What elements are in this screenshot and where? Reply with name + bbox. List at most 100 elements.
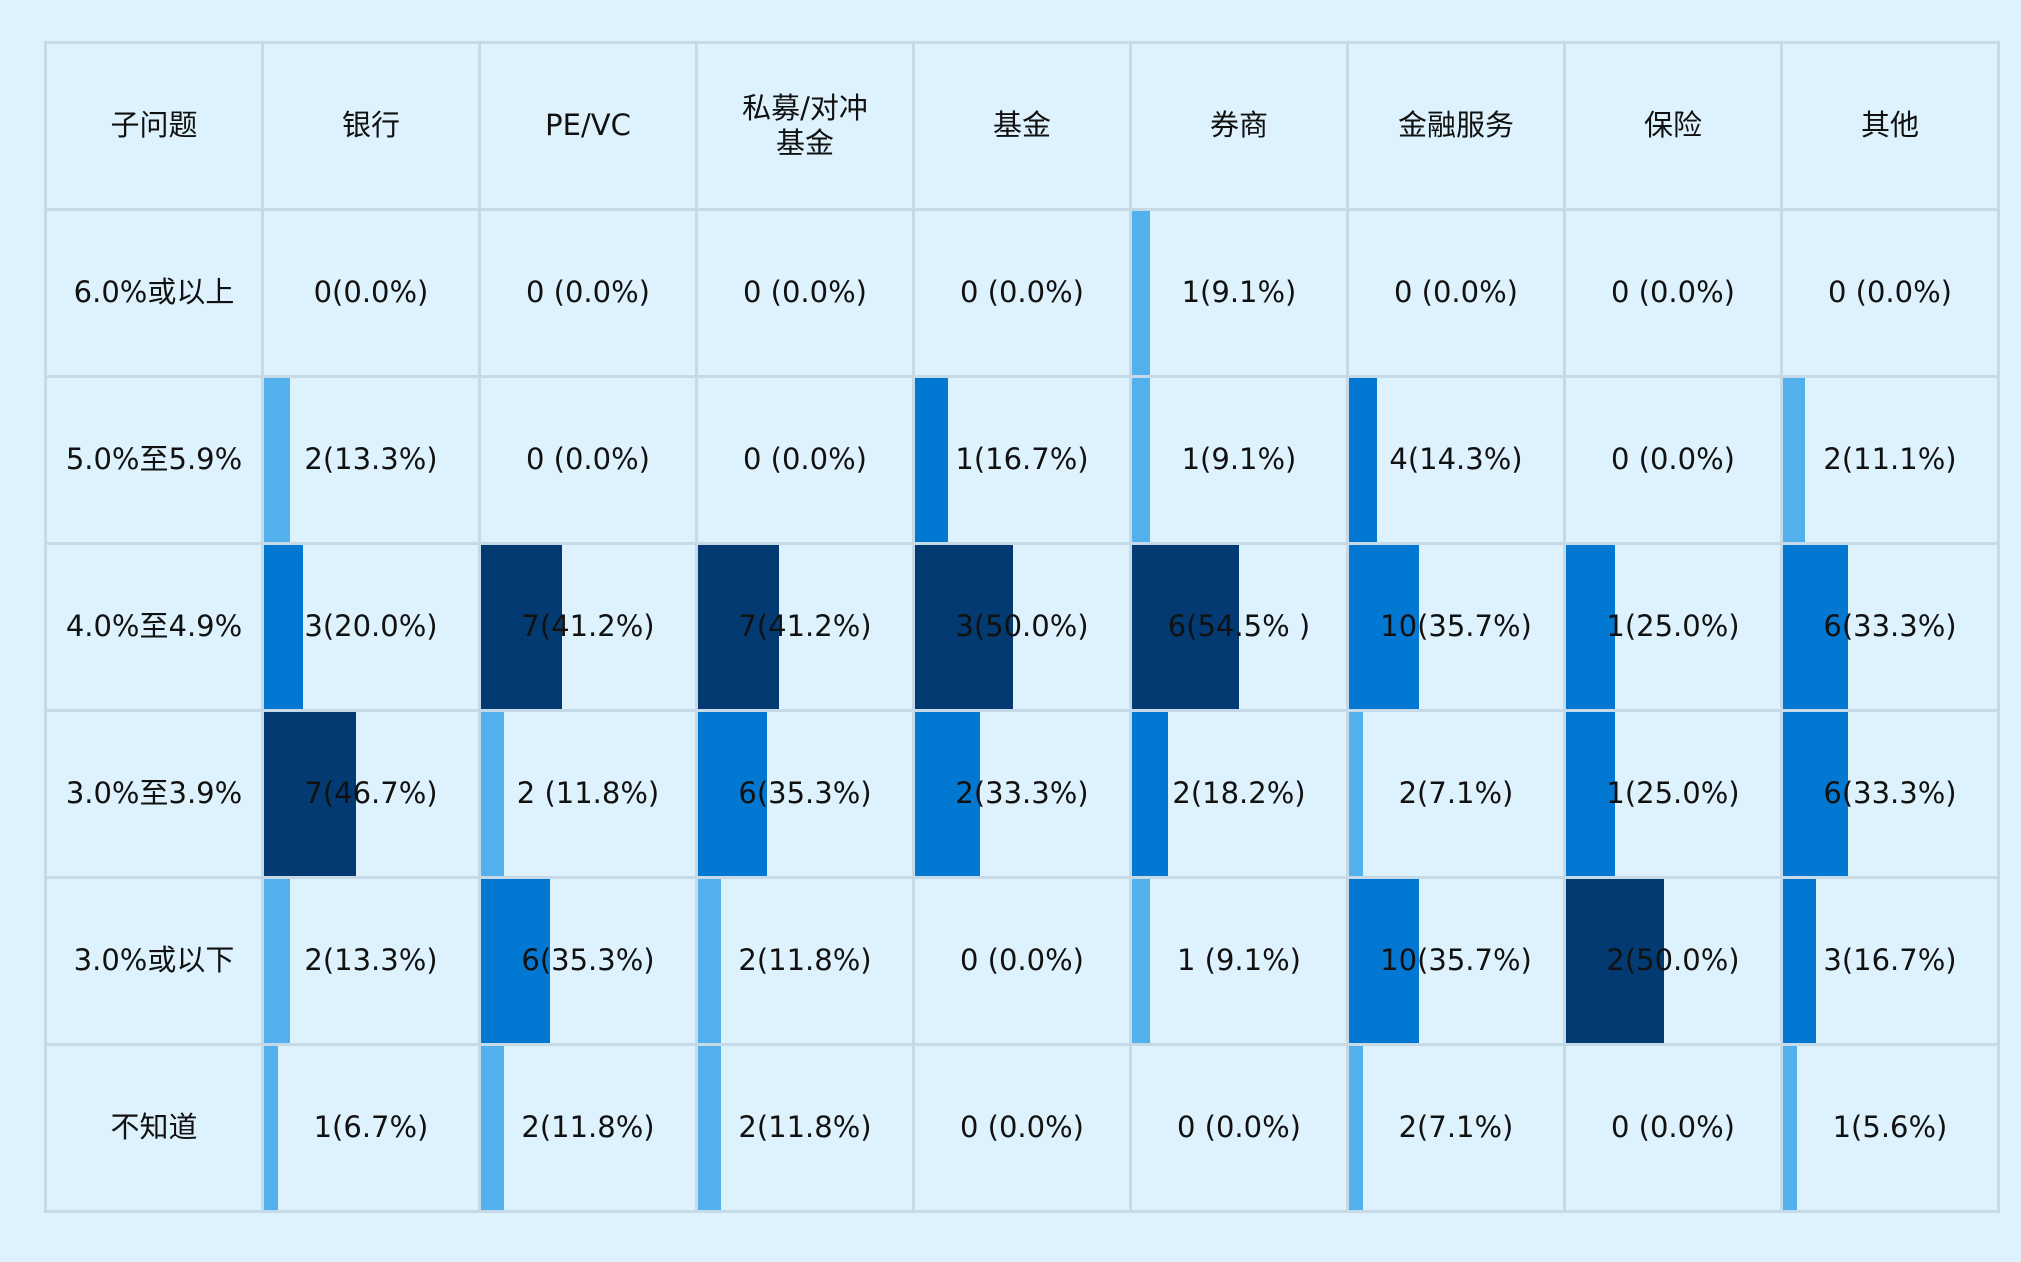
data-bar: [481, 545, 562, 709]
data-table: 子问题 银行 PE/VC 私募/对冲 基金 基金 券商 金融服务 保险 其他 6.0%或以上 0(…: [44, 41, 2000, 1213]
data-bar: [1349, 378, 1377, 542]
data-label: 0 (0.0%): [1394, 275, 1518, 310]
data-label: 6(35.3%): [521, 943, 655, 978]
data-label: 0 (0.0%): [1177, 1110, 1301, 1145]
table-body: 6.0%或以上 0(0.0%) 0 (0.0%) 0 (0.0%) 0 (0.0%) 1(…: [44, 208, 2000, 1213]
data-bar: [1783, 879, 1816, 1043]
data-cell: 0 (0.0%): [1129, 1043, 1349, 1213]
row-label-text: 不知道: [110, 1110, 198, 1145]
header-label: 基金: [992, 108, 1051, 143]
header-column: 券商: [1129, 41, 1349, 211]
data-cell: 0 (0.0%): [1563, 1043, 1783, 1213]
data-cell: 2(50.0%): [1563, 876, 1783, 1046]
data-bar: [264, 545, 303, 709]
data-cell: 2(11.1%): [1780, 375, 2000, 545]
data-bar: [915, 545, 1013, 709]
data-bar: [1783, 1046, 1797, 1210]
data-label: 1(9.1%): [1181, 275, 1297, 310]
data-cell: 7(46.7%): [261, 709, 481, 879]
data-bar: [1349, 879, 1419, 1043]
data-label: 2(13.3%): [304, 943, 438, 978]
data-bar: [1132, 545, 1239, 709]
data-label: 3(16.7%): [1823, 943, 1957, 978]
data-cell: 0 (0.0%): [1780, 208, 2000, 378]
data-bar: [264, 879, 290, 1043]
data-cell: 10(35.7%): [1346, 542, 1566, 712]
data-label: 2(7.1%): [1398, 1110, 1514, 1145]
data-cell: 1(25.0%): [1563, 709, 1783, 879]
data-cell: 2(13.3%): [261, 375, 481, 545]
header-column: 其他: [1780, 41, 2000, 211]
data-cell: 3(16.7%): [1780, 876, 2000, 1046]
data-bar: [1349, 545, 1419, 709]
data-cell: 6(35.3%): [478, 876, 698, 1046]
header-column: PE/VC: [478, 41, 698, 211]
data-cell: 1(9.1%): [1129, 208, 1349, 378]
header-column: 私募/对冲 基金: [695, 41, 915, 211]
data-cell: 0 (0.0%): [912, 1043, 1132, 1213]
data-cell: 2(13.3%): [261, 876, 481, 1046]
data-label: 2(50.0%): [1606, 943, 1740, 978]
data-cell: 2 (11.8%): [478, 709, 698, 879]
data-label: 0 (0.0%): [960, 943, 1084, 978]
header-label: 子问题: [110, 108, 198, 143]
data-cell: 0 (0.0%): [1346, 208, 1566, 378]
table-row: 4.0%至4.9% 3(20.0%) 7(41.2%) 7(41.2%) 3(50.0%…: [44, 542, 2000, 712]
data-label: 7(46.7%): [304, 776, 438, 811]
data-bar: [1566, 712, 1615, 876]
data-label: 6(33.3%): [1823, 609, 1957, 644]
data-bar: [698, 1046, 721, 1210]
data-cell: 0 (0.0%): [695, 208, 915, 378]
data-bar: [915, 712, 980, 876]
data-label: 2(11.8%): [738, 943, 872, 978]
data-label: 1(6.7%): [313, 1110, 429, 1145]
data-label: 1(9.1%): [1181, 442, 1297, 477]
row-label-text: 6.0%或以上: [73, 275, 235, 310]
data-label: 0 (0.0%): [743, 442, 867, 477]
data-bar: [1132, 378, 1150, 542]
data-label: 1(25.0%): [1606, 776, 1740, 811]
data-bar: [1132, 211, 1150, 375]
header-column: 金融服务: [1346, 41, 1566, 211]
data-bar: [698, 545, 779, 709]
data-bar: [1783, 378, 1805, 542]
data-label: 7(41.2%): [738, 609, 872, 644]
table-row: 5.0%至5.9% 2(13.3%) 0 (0.0%) 0 (0.0%) 1(16.7%…: [44, 375, 2000, 545]
data-label: 0 (0.0%): [960, 1110, 1084, 1145]
data-label: 1(16.7%): [955, 442, 1089, 477]
data-label: 0 (0.0%): [743, 275, 867, 310]
data-label: 3(20.0%): [304, 609, 438, 644]
header-label: 保险: [1643, 108, 1702, 143]
data-label: 3(50.0%): [955, 609, 1089, 644]
table-row: 3.0%至3.9% 7(46.7%) 2 (11.8%) 6(35.3%) 2(33.3…: [44, 709, 2000, 879]
data-bar: [1566, 545, 1615, 709]
table-row: 不知道 1(6.7%) 2(11.8%) 2(11.8%) 0 (0.0%) 0 (0.0…: [44, 1043, 2000, 1213]
data-cell: 7(41.2%): [695, 542, 915, 712]
header-label: 私募/对冲 基金: [742, 90, 868, 160]
data-bar: [1566, 879, 1664, 1043]
data-cell: 2(7.1%): [1346, 709, 1566, 879]
data-cell: 4(14.3%): [1346, 375, 1566, 545]
data-label: 0 (0.0%): [1611, 1110, 1735, 1145]
data-bar: [1349, 712, 1363, 876]
row-label: 4.0%至4.9%: [44, 542, 264, 712]
data-cell: 0(0.0%): [261, 208, 481, 378]
header-column: 保险: [1563, 41, 1783, 211]
data-label: 2(18.2%): [1172, 776, 1306, 811]
data-cell: 1(16.7%): [912, 375, 1132, 545]
data-label: 4(14.3%): [1389, 442, 1523, 477]
header-column: 银行: [261, 41, 481, 211]
data-cell: 2(11.8%): [695, 1043, 915, 1213]
data-cell: 1 (9.1%): [1129, 876, 1349, 1046]
data-cell: 0 (0.0%): [478, 208, 698, 378]
data-cell: 1(6.7%): [261, 1043, 481, 1213]
data-label: 2(13.3%): [304, 442, 438, 477]
data-label: 7(41.2%): [521, 609, 655, 644]
data-bar: [1783, 545, 1848, 709]
data-label: 10(35.7%): [1380, 609, 1532, 644]
data-label: 1(5.6%): [1832, 1110, 1948, 1145]
header-subquestion: 子问题: [44, 41, 264, 211]
row-label-text: 5.0%至5.9%: [65, 442, 243, 477]
data-label: 10(35.7%): [1380, 943, 1532, 978]
row-label: 3.0%至3.9%: [44, 709, 264, 879]
